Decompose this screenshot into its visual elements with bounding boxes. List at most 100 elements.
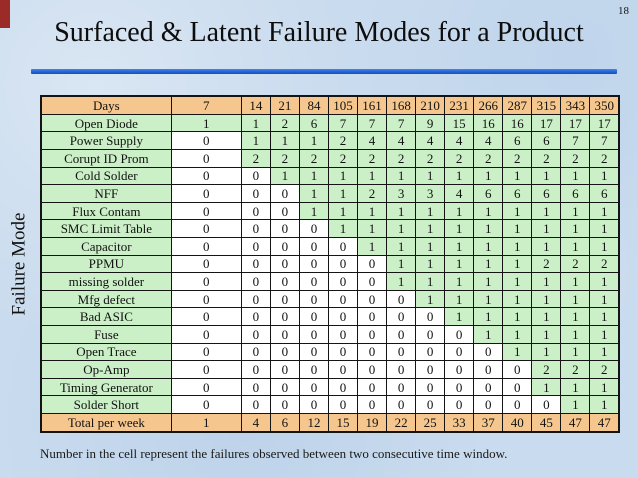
- value-cell: 2: [298, 148, 329, 168]
- value-cell: 0: [269, 325, 300, 344]
- value-cell: 0: [357, 342, 388, 362]
- value-cell: 2: [560, 148, 591, 168]
- value-cell: 17: [560, 113, 591, 133]
- value-cell: 1: [269, 166, 300, 186]
- total-label-cell: Total per week: [40, 413, 172, 433]
- value-cell: 1: [240, 131, 271, 150]
- value-cell: 1: [589, 201, 620, 221]
- value-cell: 1: [531, 166, 562, 186]
- value-cell: 1: [560, 219, 591, 238]
- value-cell: 0: [170, 377, 242, 397]
- value-cell: 1: [531, 272, 562, 291]
- row-label-cell: Open Trace: [40, 342, 172, 362]
- value-cell: 1: [560, 307, 591, 327]
- value-cell: 2: [589, 254, 620, 274]
- value-cell: 1: [415, 166, 446, 186]
- total-value-cell: 47: [589, 413, 620, 433]
- value-cell: 0: [269, 184, 300, 203]
- row-axis-label: Failure Mode: [8, 212, 29, 316]
- value-cell: 1: [298, 184, 329, 203]
- value-cell: 0: [170, 395, 242, 415]
- row-label-cell: Bad ASIC: [40, 307, 172, 327]
- value-cell: 4: [444, 184, 475, 203]
- total-row: Total per week 1 4 6 12 15 19 22 25 33 37 40 45 47 47: [40, 413, 620, 433]
- value-cell: 2: [560, 360, 591, 379]
- table-row: Corupt ID Prom 0 2 2 2 2 2 2 2 2 2 2 2 2 2: [40, 148, 620, 168]
- value-cell: 1: [415, 289, 446, 309]
- value-cell: 0: [415, 360, 446, 379]
- value-cell: 7: [357, 113, 388, 133]
- value-cell: 1: [269, 131, 300, 150]
- day-header-cell: 161: [357, 95, 388, 115]
- value-cell: 0: [357, 289, 388, 309]
- value-cell: 0: [357, 377, 388, 397]
- value-cell: 0: [298, 395, 329, 415]
- value-cell: 1: [327, 219, 359, 238]
- value-cell: 1: [240, 113, 271, 133]
- value-cell: 1: [357, 166, 388, 186]
- value-cell: 0: [269, 360, 300, 379]
- value-cell: 1: [531, 377, 562, 397]
- value-cell: 0: [269, 201, 300, 221]
- value-cell: 0: [170, 184, 242, 203]
- table-row: Timing Generator 0 0 0 0 0 0 0 0 0 0 0 1 1 1: [40, 377, 620, 397]
- value-cell: 1: [386, 219, 417, 238]
- table-row: Fuse 0 0 0 0 0 0 0 0 0 1 1 1 1 1: [40, 325, 620, 344]
- corner-accent-bar: [0, 0, 10, 28]
- value-cell: 15: [444, 113, 475, 133]
- row-axis-label-container: Failure Mode: [0, 95, 38, 433]
- value-cell: 2: [386, 148, 417, 168]
- value-cell: 0: [357, 360, 388, 379]
- value-cell: 0: [170, 219, 242, 238]
- table-row: Open Diode 1 1 2 6 7 7 7 9 15 16 16 17 17 17: [40, 113, 620, 133]
- value-cell: 1: [560, 325, 591, 344]
- value-cell: 1: [386, 166, 417, 186]
- table-row: Capacitor 0 0 0 0 0 1 1 1 1 1 1 1 1 1: [40, 237, 620, 256]
- day-header-cell: 168: [386, 95, 417, 115]
- value-cell: 1: [589, 289, 620, 309]
- value-cell: 1: [444, 237, 475, 256]
- total-value-cell: 15: [327, 413, 359, 433]
- day-header-cell: 84: [298, 95, 329, 115]
- table-row: Cold Solder 0 0 1 1 1 1 1 1 1 1 1 1 1 1: [40, 166, 620, 186]
- value-cell: 0: [240, 395, 271, 415]
- value-cell: 7: [589, 131, 620, 150]
- table-row: PPMU 0 0 0 0 0 0 1 1 1 1 1 2 2 2: [40, 254, 620, 274]
- value-cell: 1: [560, 166, 591, 186]
- value-cell: 0: [240, 307, 271, 327]
- value-cell: 1: [589, 272, 620, 291]
- value-cell: 1: [473, 166, 504, 186]
- failure-table: Days 7 14 21 84 105 161 168 210 231 266 287 315 343 35…: [40, 95, 620, 433]
- value-cell: 17: [589, 113, 620, 133]
- value-cell: 0: [502, 360, 533, 379]
- value-cell: 1: [415, 237, 446, 256]
- value-cell: 6: [298, 113, 329, 133]
- value-cell: 1: [589, 395, 620, 415]
- value-cell: 1: [560, 342, 591, 362]
- total-value-cell: 22: [386, 413, 417, 433]
- value-cell: 0: [170, 254, 242, 274]
- value-cell: 1: [386, 254, 417, 274]
- day-header-cell: 231: [444, 95, 475, 115]
- title-underline-rule: [31, 69, 617, 74]
- value-cell: 0: [357, 325, 388, 344]
- total-value-cell: 19: [357, 413, 388, 433]
- footnote: Number in the cell represent the failure…: [40, 446, 508, 461]
- value-cell: 1: [473, 237, 504, 256]
- value-cell: 4: [444, 131, 475, 150]
- value-cell: 0: [415, 377, 446, 397]
- value-cell: 1: [357, 237, 388, 256]
- value-cell: 0: [415, 307, 446, 327]
- value-cell: 6: [560, 184, 591, 203]
- row-label-cell: Capacitor: [40, 237, 172, 256]
- value-cell: 2: [357, 184, 388, 203]
- row-label-cell: missing solder: [40, 272, 172, 291]
- row-label-cell: Cold Solder: [40, 166, 172, 186]
- row-label-cell: Flux Contam: [40, 201, 172, 221]
- value-cell: 7: [386, 113, 417, 133]
- value-cell: 0: [444, 377, 475, 397]
- value-cell: 1: [415, 272, 446, 291]
- value-cell: 1: [298, 201, 329, 221]
- value-cell: 1: [589, 342, 620, 362]
- value-cell: 1: [327, 166, 359, 186]
